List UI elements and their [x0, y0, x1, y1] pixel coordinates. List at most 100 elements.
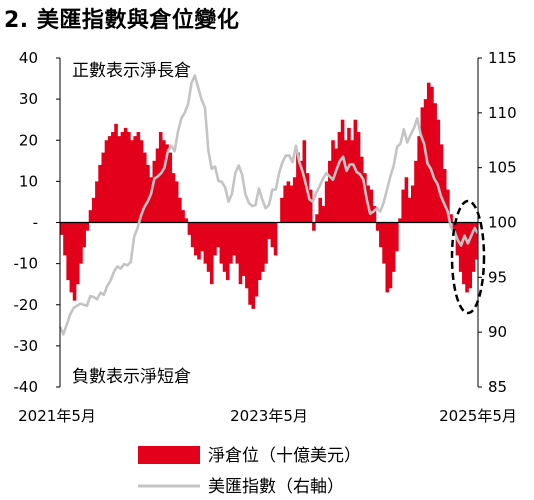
- net-position-bar: [449, 214, 453, 223]
- net-position-bar: [248, 222, 252, 305]
- net-position-bar: [442, 169, 447, 223]
- net-position-bar: [72, 222, 77, 301]
- net-position-bar: [395, 222, 399, 252]
- net-position-bar: [60, 222, 64, 235]
- net-position-bar: [219, 222, 224, 264]
- net-position-bar: [82, 222, 86, 248]
- net-position-bar: [139, 140, 144, 223]
- net-position-bar: [181, 210, 185, 223]
- net-position-bar: [356, 132, 361, 223]
- net-position-bar: [375, 222, 380, 231]
- x-axis: 2021年5月 2023年5月 2025年5月: [18, 407, 517, 425]
- net-position-bar: [98, 164, 102, 223]
- net-position-bar: [69, 222, 74, 293]
- net-position-bar: [299, 160, 303, 223]
- net-position-bar: [398, 218, 402, 223]
- net-position-bar: [254, 222, 259, 297]
- net-position-bar: [120, 132, 125, 223]
- right-tick-label: 105: [488, 159, 517, 177]
- net-position-bar: [286, 181, 291, 223]
- net-position-bar: [213, 222, 217, 256]
- net-position-bar: [184, 218, 189, 223]
- net-position-bar: [111, 132, 115, 223]
- net-position-bar: [152, 160, 157, 223]
- net-position-bar: [433, 103, 437, 223]
- net-position-bar: [452, 222, 457, 235]
- net-position-bar: [324, 181, 329, 223]
- net-position-bar: [261, 222, 265, 272]
- net-position-bar: [149, 177, 153, 223]
- left-tick-label: 10: [19, 172, 38, 190]
- net-position-bar: [251, 222, 256, 309]
- net-position-bar: [222, 222, 227, 272]
- net-position-bar: [379, 222, 383, 248]
- net-position-bar: [63, 222, 67, 256]
- net-position-bar: [372, 206, 377, 223]
- net-position-bar: [350, 140, 354, 223]
- net-position-bar: [426, 82, 431, 223]
- net-position-bar: [232, 222, 236, 256]
- net-position-bar: [168, 152, 173, 223]
- net-position-bar: [117, 136, 122, 223]
- net-position-bar: [471, 222, 476, 272]
- net-position-bar: [337, 132, 342, 223]
- net-position-bar: [414, 160, 418, 223]
- right-tick-label: 95: [488, 268, 507, 286]
- net-position-bar: [462, 222, 466, 285]
- legend: 淨倉位（十億美元） 美匯指數（右軸）: [138, 446, 361, 497]
- right-tick-label: 110: [488, 104, 517, 122]
- net-position-bar: [158, 132, 163, 223]
- net-position-bar: [75, 222, 80, 285]
- net-position-bar: [280, 197, 284, 223]
- net-position-bar: [388, 222, 393, 289]
- net-position-bar: [123, 127, 128, 223]
- x-tick-label: 2023年5月: [230, 407, 308, 425]
- highlight-ellipse: [450, 199, 486, 315]
- net-position-bar: [273, 222, 278, 256]
- net-position-bar: [363, 173, 367, 223]
- net-position-bar: [407, 197, 412, 223]
- net-position-bar: [91, 197, 96, 223]
- net-position-bar: [401, 189, 406, 223]
- chart-title: 2. 美匯指數與倉位變化: [4, 8, 240, 33]
- net-position-bar: [391, 222, 396, 272]
- net-position-bar: [264, 222, 268, 264]
- net-position-bar: [343, 140, 348, 223]
- net-position-bar: [127, 132, 131, 223]
- net-position-bar: [410, 185, 415, 223]
- net-position-bar: [423, 99, 428, 223]
- net-position-bar: [225, 222, 230, 281]
- left-tick-label: -20: [14, 296, 39, 314]
- x-tick-label: 2021年5月: [18, 407, 96, 425]
- net-position-bar: [229, 222, 233, 264]
- net-position-bar: [331, 140, 335, 223]
- net-position-bar: [171, 173, 176, 223]
- right-tick-label: 100: [488, 214, 517, 232]
- net-position-bar: [130, 140, 134, 223]
- legend-bar-swatch: [138, 446, 200, 464]
- net-position-bars: [60, 82, 479, 309]
- net-position-bar: [95, 181, 99, 223]
- net-position-bar: [404, 177, 409, 223]
- annotation-net-long: 正數表示淨長倉: [72, 61, 191, 81]
- net-position-bar: [178, 197, 182, 223]
- legend-label-net-position: 淨倉位（十億美元）: [208, 446, 361, 466]
- net-position-bar: [235, 222, 240, 264]
- right-tick-label: 115: [488, 49, 517, 67]
- net-position-bar: [197, 222, 201, 260]
- net-position-bar: [174, 181, 179, 223]
- net-position-bar: [146, 164, 150, 223]
- net-position-bar: [190, 222, 195, 248]
- net-position-bar: [88, 210, 93, 223]
- left-y-axis: 40 30 20 10 - -10 -20 -30 -40: [14, 49, 61, 396]
- net-position-bar: [465, 222, 469, 293]
- net-position-bar: [458, 222, 463, 272]
- net-position-bar: [203, 222, 208, 264]
- net-position-bar: [200, 222, 204, 252]
- net-position-bar: [216, 222, 220, 248]
- left-tick-label: -10: [14, 255, 39, 273]
- net-position-bar: [267, 222, 271, 239]
- net-position-bar: [340, 119, 345, 223]
- net-position-bar: [334, 148, 338, 223]
